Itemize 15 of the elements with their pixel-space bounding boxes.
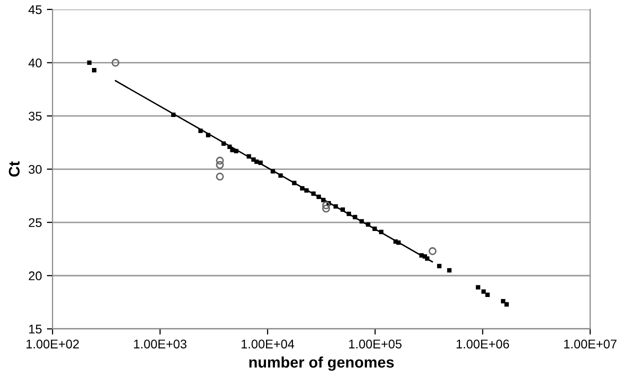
y-tick-label: 35 <box>28 112 42 121</box>
y-tick-label: 45 <box>28 5 42 14</box>
x-tick-label: 1.00E+04 <box>242 340 294 348</box>
x-tick-label: 1.00E+03 <box>134 340 186 348</box>
y-tick-label: 20 <box>28 271 42 280</box>
y-tick-label: 30 <box>28 164 42 174</box>
x-axis-title: number of genomes <box>249 356 394 371</box>
x-tick-label: 1.00E+05 <box>349 340 402 348</box>
x-tick-label: 1.00E+02 <box>26 340 79 348</box>
y-tick-label: 15 <box>29 324 42 334</box>
x-tick-label: 1.00E+06 <box>456 340 510 348</box>
y-tick-label: 25 <box>28 218 42 228</box>
y-tick-label: 40 <box>28 58 42 68</box>
y-axis-title: Ct <box>8 161 20 177</box>
x-tick-label: 1.00E+07 <box>564 340 616 348</box>
